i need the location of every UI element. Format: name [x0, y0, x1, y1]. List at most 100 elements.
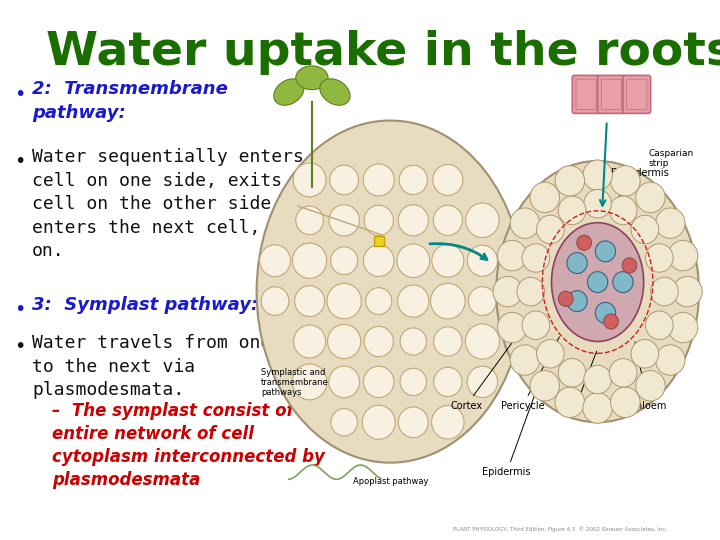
Circle shape: [433, 367, 462, 396]
Circle shape: [559, 291, 573, 306]
Circle shape: [609, 359, 637, 387]
Circle shape: [555, 166, 585, 196]
Circle shape: [567, 291, 588, 312]
Text: •: •: [14, 152, 25, 171]
Text: Water sequentially enters a
cell on one side, exits the
cell on the other side,
: Water sequentially enters a cell on one …: [32, 148, 336, 260]
FancyBboxPatch shape: [598, 76, 625, 113]
Circle shape: [530, 182, 559, 213]
Text: •: •: [14, 337, 25, 356]
Circle shape: [293, 163, 326, 197]
Circle shape: [399, 165, 428, 194]
Circle shape: [609, 196, 637, 225]
Circle shape: [397, 285, 429, 318]
Circle shape: [536, 340, 564, 368]
Circle shape: [603, 314, 618, 329]
Circle shape: [292, 243, 327, 278]
Circle shape: [296, 206, 323, 234]
Circle shape: [469, 287, 496, 315]
Circle shape: [613, 272, 633, 293]
FancyBboxPatch shape: [623, 76, 651, 113]
Circle shape: [536, 215, 564, 244]
FancyBboxPatch shape: [572, 76, 600, 113]
Circle shape: [397, 244, 430, 278]
Text: Water travels from one cell
to the next via
plasmodesmata.: Water travels from one cell to the next …: [32, 334, 325, 399]
Text: Casparian
strip: Casparian strip: [648, 149, 693, 168]
Text: –  The symplast consist of the
entire network of cell
cytoplasm interconnected b: – The symplast consist of the entire net…: [52, 402, 330, 489]
Circle shape: [261, 287, 289, 315]
Circle shape: [583, 160, 612, 191]
Circle shape: [583, 393, 612, 423]
Circle shape: [558, 359, 586, 387]
Circle shape: [622, 258, 636, 273]
Text: Xylem: Xylem: [561, 351, 597, 410]
Text: Symplastic and
transmembrane
pathways: Symplastic and transmembrane pathways: [261, 368, 329, 397]
Circle shape: [588, 272, 608, 293]
Circle shape: [329, 205, 359, 236]
Circle shape: [517, 278, 544, 306]
Text: Endodermis: Endodermis: [604, 168, 669, 213]
Circle shape: [398, 205, 428, 236]
Circle shape: [510, 345, 540, 375]
Text: Pericycle: Pericycle: [501, 337, 559, 410]
Circle shape: [466, 203, 499, 238]
Circle shape: [498, 312, 527, 343]
Circle shape: [584, 190, 611, 218]
Ellipse shape: [320, 79, 350, 105]
Circle shape: [668, 240, 698, 271]
Circle shape: [522, 244, 549, 272]
Circle shape: [655, 208, 685, 238]
Circle shape: [555, 387, 585, 417]
Circle shape: [363, 164, 395, 196]
Circle shape: [431, 406, 464, 439]
Circle shape: [260, 245, 290, 276]
Ellipse shape: [552, 222, 644, 341]
Ellipse shape: [256, 120, 524, 463]
Circle shape: [672, 276, 702, 307]
Circle shape: [651, 278, 678, 306]
Circle shape: [433, 165, 463, 195]
Circle shape: [577, 235, 592, 251]
Circle shape: [364, 205, 393, 235]
Text: Epidermis: Epidermis: [482, 389, 536, 477]
Circle shape: [646, 311, 673, 340]
Ellipse shape: [296, 66, 328, 90]
Circle shape: [362, 405, 395, 440]
FancyBboxPatch shape: [374, 236, 384, 246]
Circle shape: [364, 326, 393, 356]
Circle shape: [329, 366, 359, 398]
Circle shape: [611, 166, 640, 196]
Circle shape: [364, 245, 394, 276]
Circle shape: [558, 196, 586, 225]
Circle shape: [433, 327, 462, 356]
Circle shape: [327, 284, 361, 319]
Circle shape: [294, 286, 325, 316]
Circle shape: [364, 366, 394, 397]
Circle shape: [467, 366, 498, 397]
Circle shape: [331, 409, 357, 436]
Circle shape: [330, 247, 358, 275]
Circle shape: [595, 302, 616, 323]
Circle shape: [294, 325, 325, 358]
Circle shape: [631, 215, 659, 244]
Circle shape: [432, 244, 464, 277]
Circle shape: [400, 368, 426, 395]
Text: 2:  Transmembrane
pathway:: 2: Transmembrane pathway:: [32, 80, 228, 122]
Circle shape: [522, 311, 549, 340]
Circle shape: [636, 182, 665, 213]
Circle shape: [595, 241, 616, 262]
Circle shape: [655, 345, 685, 375]
Text: 3:  Symplast pathway:: 3: Symplast pathway:: [32, 296, 258, 314]
Circle shape: [400, 328, 426, 355]
Circle shape: [567, 253, 588, 274]
Circle shape: [631, 340, 659, 368]
Circle shape: [330, 165, 359, 195]
Circle shape: [668, 312, 698, 343]
Circle shape: [433, 205, 462, 235]
Circle shape: [292, 364, 327, 400]
Circle shape: [493, 276, 523, 307]
Circle shape: [328, 325, 361, 359]
Circle shape: [584, 365, 611, 394]
Circle shape: [431, 284, 465, 319]
Text: •: •: [14, 300, 25, 319]
Circle shape: [465, 324, 500, 359]
